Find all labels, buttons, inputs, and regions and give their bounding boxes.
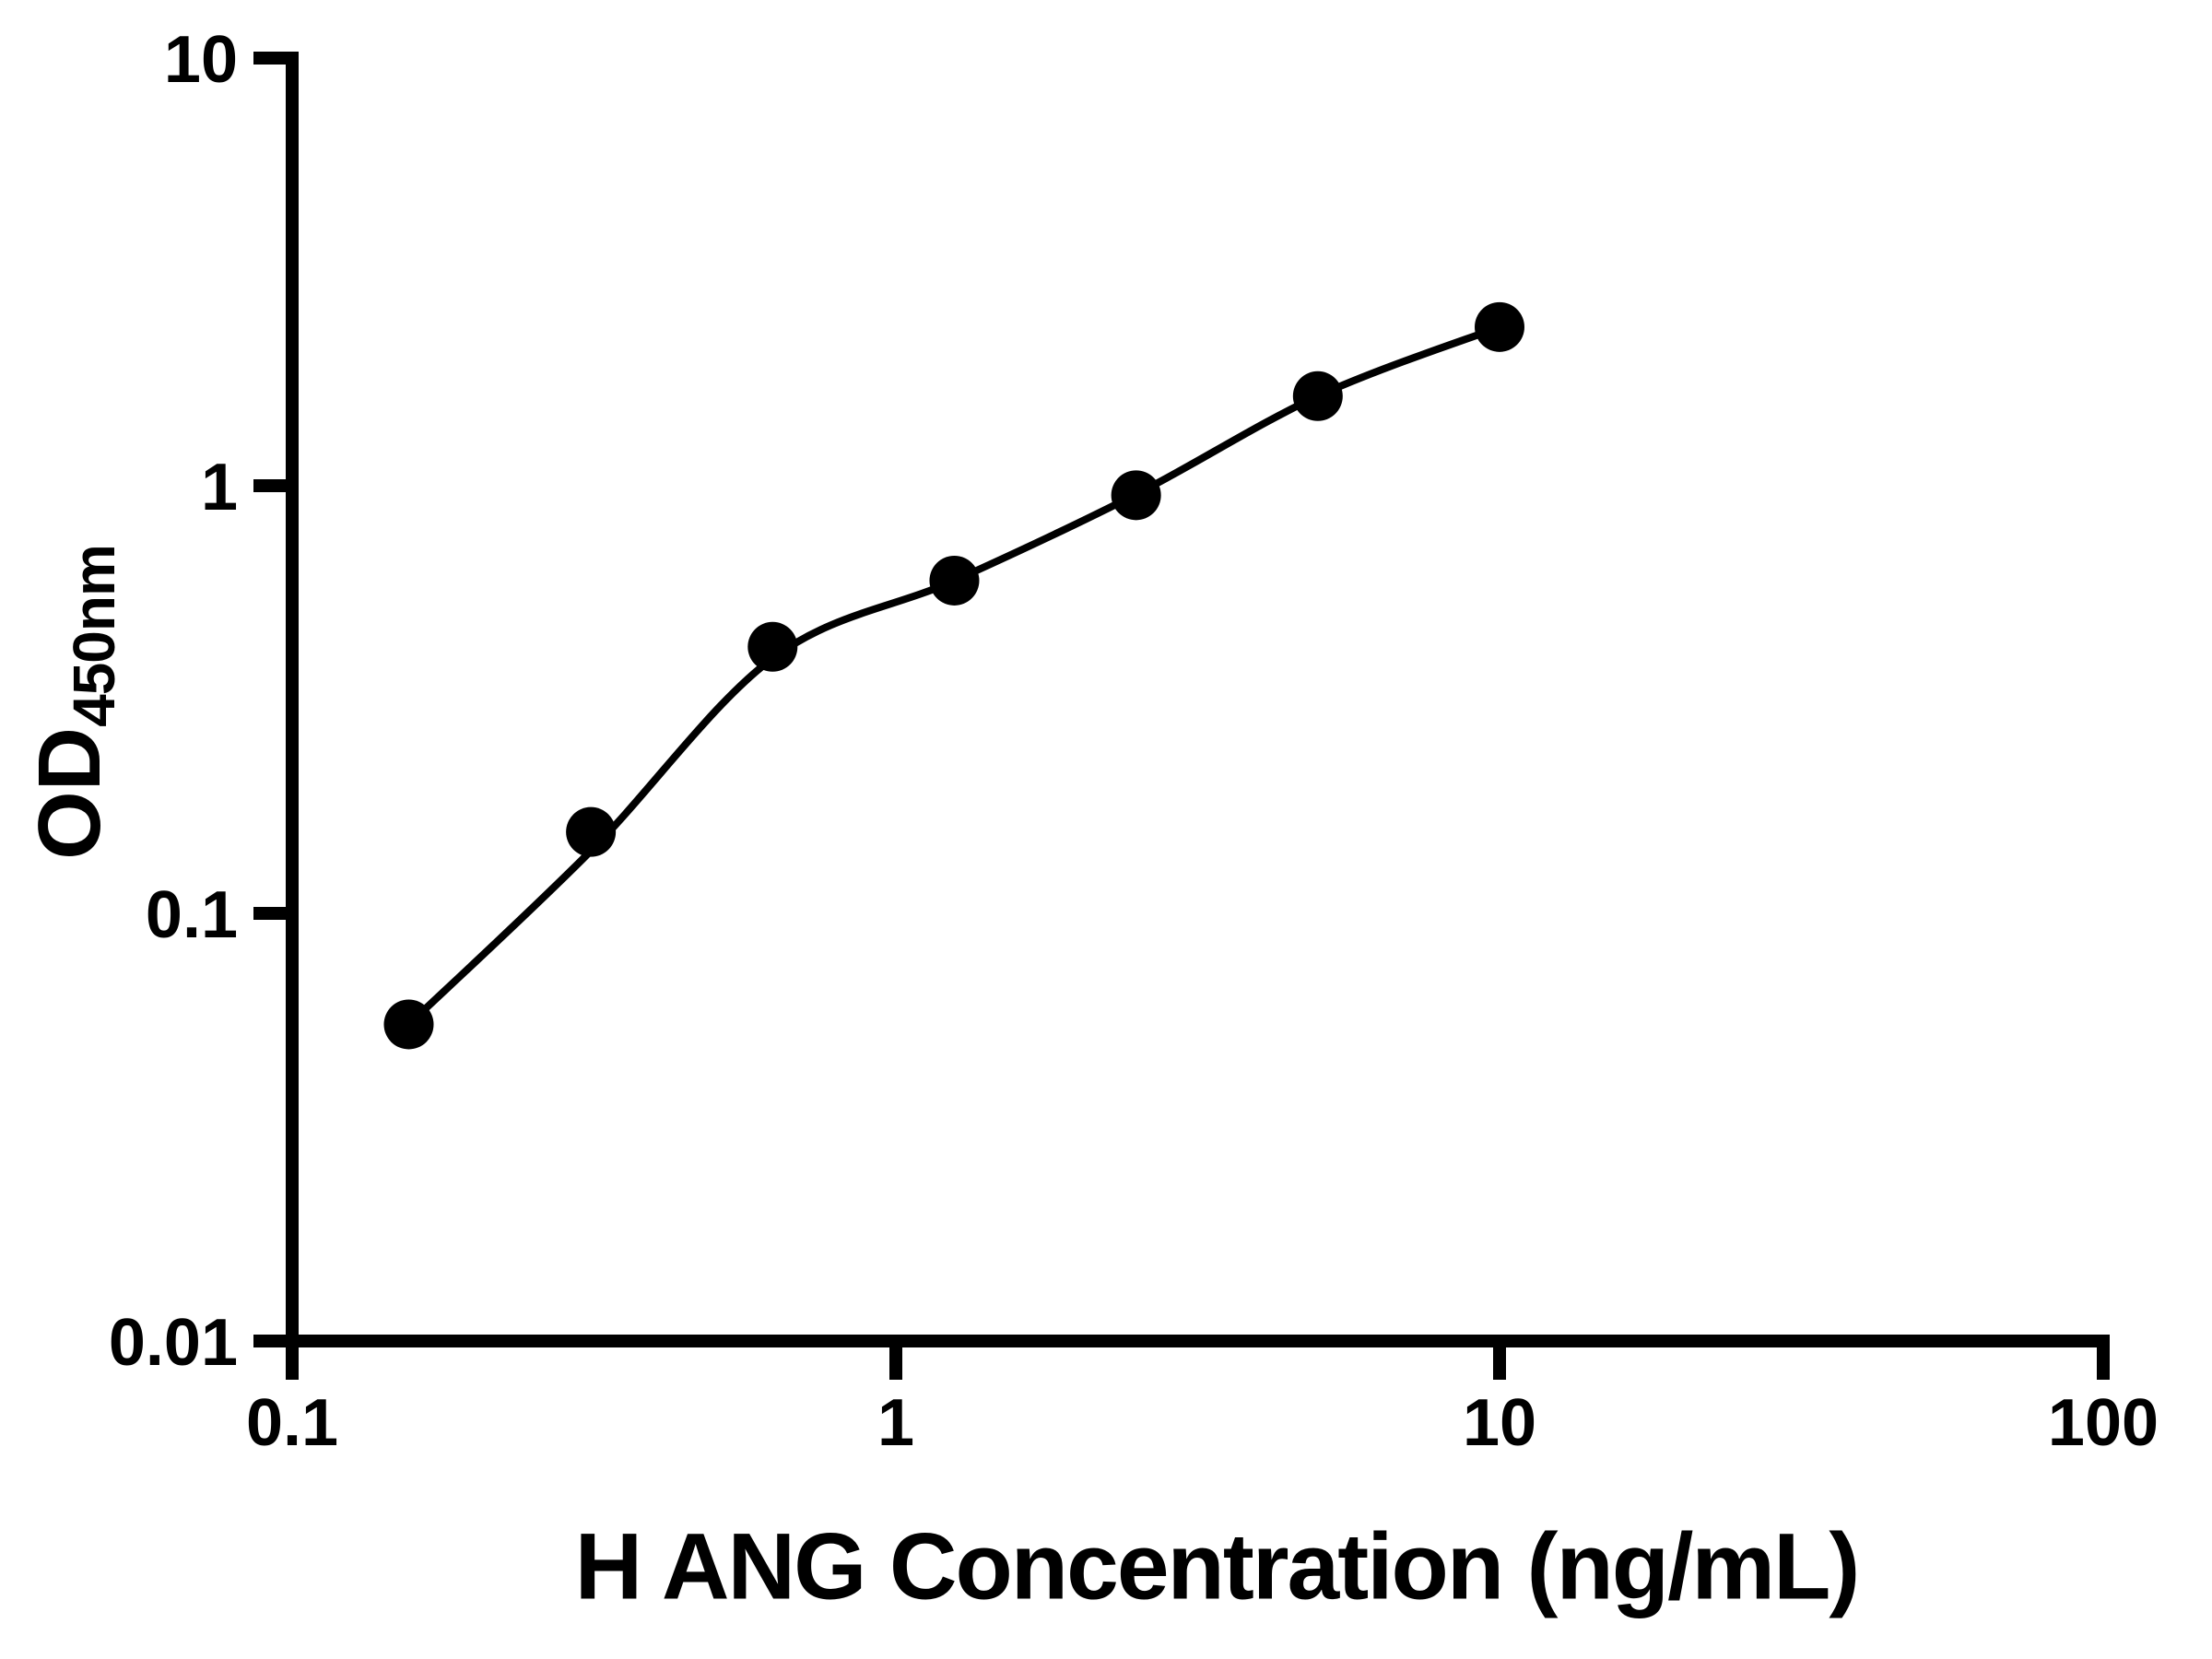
fitted-curve [406, 324, 1501, 1028]
x-tick-label: 100 [2048, 1386, 2159, 1460]
y-tick-label: 10 [164, 23, 238, 97]
data-point [1475, 301, 1524, 352]
x-tick-label: 1 [877, 1386, 914, 1460]
data-point [747, 621, 798, 672]
y-tick-label: 0.1 [146, 878, 238, 952]
data-point [383, 999, 434, 1050]
x-tick-label: 0.1 [246, 1386, 338, 1460]
y-tick-label: 1 [201, 451, 238, 524]
data-point [1292, 371, 1343, 421]
y-axis-title: OD450nm [19, 545, 127, 860]
y-tick-label: 0.01 [109, 1306, 238, 1380]
data-point [929, 555, 980, 606]
x-tick-label: 10 [1463, 1386, 1536, 1460]
data-point [1111, 470, 1161, 521]
y-axis-title-main: OD [20, 726, 119, 860]
data-point [566, 806, 617, 857]
x-axis-title: H ANG Concentration (ng/mL) [574, 1513, 1861, 1619]
y-axis-title-subscript: 450nm [61, 545, 127, 727]
